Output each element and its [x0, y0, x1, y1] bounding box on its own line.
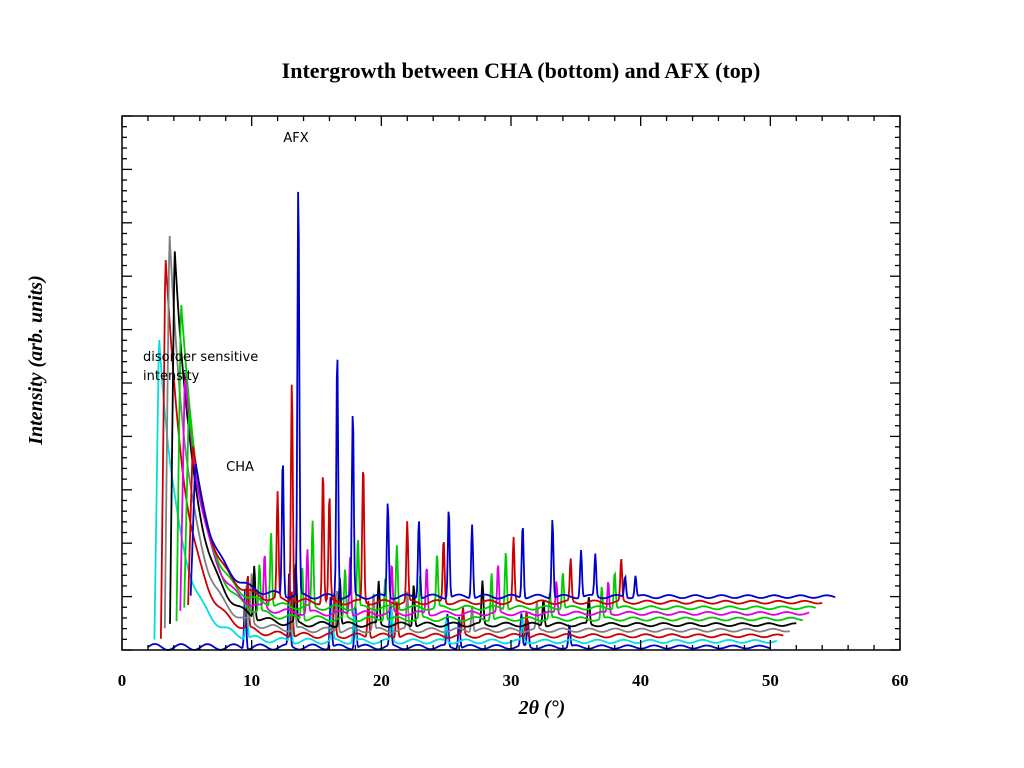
annotation-disorder-line2: intensity [143, 369, 200, 384]
x-tick-label: 10 [243, 671, 260, 690]
series-line-7 [179, 376, 810, 617]
series-layer [147, 191, 836, 651]
series-line-2 [153, 339, 778, 645]
series-line-3 [160, 260, 784, 639]
y-axis-label: Intensity (arb. units) [25, 275, 47, 445]
series-line-10 [189, 191, 836, 600]
series-line-6 [175, 305, 803, 623]
plot-frame [121, 115, 901, 651]
x-axis-label: 2θ (°) [518, 697, 566, 719]
tick-layer: 0 10 20 30 40 50 60 [118, 115, 909, 690]
x-tick-label: 60 [892, 671, 909, 690]
series-line-5 [169, 251, 797, 628]
x-tick-label: 0 [118, 671, 127, 690]
x-tick-label: 30 [503, 671, 520, 690]
series-line-8 [183, 412, 816, 611]
annotation-disorder-line1: disorder sensitive [143, 350, 258, 365]
series-line-9 [187, 384, 823, 606]
annotation-cha: CHA [226, 460, 254, 475]
x-tick-label: 20 [373, 671, 390, 690]
annotation-afx: AFX [283, 131, 308, 146]
series-line-4 [163, 235, 790, 634]
x-tick-label: 40 [632, 671, 649, 690]
x-tick-label: 50 [762, 671, 779, 690]
chart-title: Intergrowth between CHA (bottom) and AFX… [282, 58, 761, 83]
